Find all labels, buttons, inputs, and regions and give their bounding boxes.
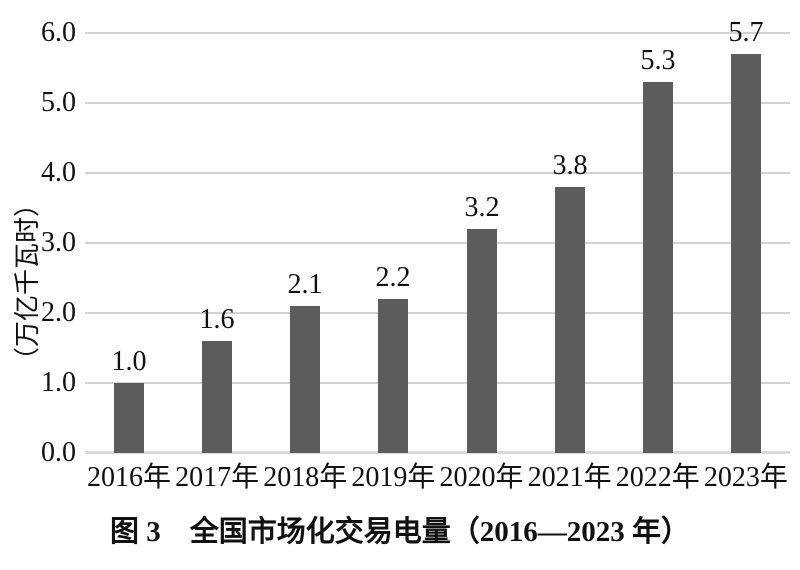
gridline [85, 242, 790, 244]
plot-area: 1.0 1.6 2.1 2.2 3.2 3.8 5.3 5.7 [85, 18, 790, 454]
bar-2022年 [643, 82, 673, 453]
x-axis-line [85, 451, 790, 454]
x-tick-label: 2018年 [263, 462, 348, 493]
bar-value-label: 2.2 [375, 262, 411, 293]
bar-2016年 [114, 383, 144, 453]
x-tick-label: 2021年 [527, 462, 612, 493]
gridline [85, 102, 790, 104]
bar-2020年 [467, 229, 497, 453]
gridline [85, 312, 790, 314]
y-tick-label: 2.0 [41, 297, 76, 328]
x-tick-label: 2016年 [87, 462, 172, 493]
bar-2018年 [290, 306, 320, 453]
x-tick-label: 2020年 [439, 462, 524, 493]
bar-2021年 [555, 187, 585, 453]
bar-value-label: 3.2 [464, 192, 500, 223]
x-tick-label: 2019年 [351, 462, 436, 493]
bar-2017年 [202, 341, 232, 453]
bar-2023年 [731, 54, 761, 453]
x-tick-label: 2017年 [175, 462, 260, 493]
bar-value-label: 1.6 [199, 304, 235, 335]
y-tick-label: 0.0 [41, 437, 76, 468]
x-tick-label: 2022年 [615, 462, 700, 493]
y-tick-label: 5.0 [41, 87, 76, 118]
y-tick-label: 4.0 [41, 157, 76, 188]
gridline [85, 172, 790, 174]
figure-caption: 图 3 全国市场化交易电量（2016—2023 年） [109, 516, 690, 548]
bar-value-label: 5.7 [728, 17, 764, 48]
y-tick-label: 1.0 [41, 367, 76, 398]
x-axis-labels: 2016年 2017年 2018年 2019年 2020年 2021年 2022年 2023年 [85, 461, 790, 495]
y-tick-label: 6.0 [41, 17, 76, 48]
x-tick-label: 2023年 [703, 462, 788, 493]
gridline [85, 382, 790, 384]
bar-2019年 [378, 299, 408, 453]
y-axis-ticks: 0.0 1.0 2.0 3.0 4.0 5.0 6.0 [0, 0, 76, 570]
y-tick-label: 3.0 [41, 227, 76, 258]
bar-value-label: 3.8 [552, 150, 588, 181]
gridline [85, 32, 790, 34]
bar-value-label: 5.3 [640, 45, 676, 76]
bar-value-label: 1.0 [111, 346, 147, 377]
bar-value-label: 2.1 [287, 269, 323, 300]
